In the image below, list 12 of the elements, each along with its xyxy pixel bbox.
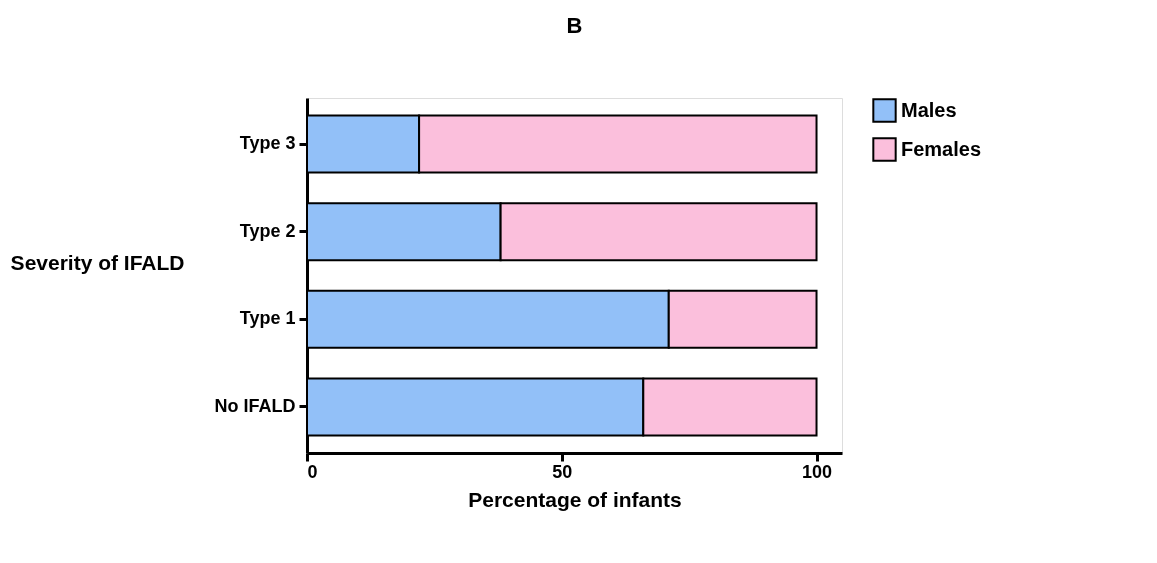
- y-tick-label: No IFALD: [214, 395, 296, 416]
- x-tick-label: 100: [802, 461, 833, 482]
- y-tick-label: Type 1: [239, 308, 296, 329]
- legend-label: Males: [901, 98, 957, 121]
- x-axis-title: Percentage of infants: [468, 487, 682, 511]
- y-axis-title: Severity of IFALD: [10, 250, 185, 274]
- x-tick-label: 0: [307, 461, 318, 482]
- legend-label: Females: [901, 137, 982, 160]
- x-tick-label: 50: [552, 461, 573, 482]
- chart-title: B: [566, 13, 583, 38]
- y-tick-label: Type 2: [239, 220, 296, 241]
- y-tick-label: Type 3: [239, 133, 296, 154]
